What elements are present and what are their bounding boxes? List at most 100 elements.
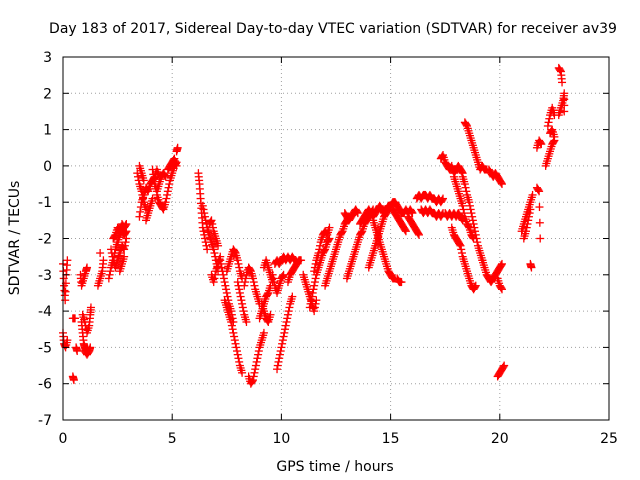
y-axis-label: SDTVAR / TECUs (7, 181, 23, 296)
data-point (320, 246, 329, 255)
data-point (250, 368, 259, 377)
x-tick-label: 5 (168, 431, 177, 447)
data-point (497, 285, 506, 294)
data-point (472, 234, 481, 243)
data-point (275, 354, 284, 363)
data-point (497, 259, 506, 268)
data-point (534, 186, 543, 195)
data-point (462, 120, 471, 129)
data-point (468, 212, 477, 221)
data-point (120, 241, 129, 250)
y-tick-label: 0 (43, 159, 52, 175)
data-point (135, 212, 144, 221)
data-point (522, 223, 531, 232)
data-point (165, 180, 174, 189)
data-point (63, 336, 72, 345)
data-point (545, 114, 554, 123)
data-point (216, 256, 225, 265)
data-point (497, 261, 506, 270)
data-point (249, 376, 258, 385)
y-tick-label: -4 (38, 304, 52, 320)
data-point (324, 235, 333, 244)
data-point (259, 328, 268, 337)
data-point (104, 274, 113, 283)
data-point (122, 219, 131, 228)
data-point (283, 314, 292, 323)
data-point (274, 357, 283, 366)
data-point (460, 180, 469, 189)
data-point (210, 274, 219, 283)
data-point (199, 227, 208, 236)
data-point (121, 228, 130, 237)
data-point (121, 221, 130, 230)
data-point (283, 310, 292, 319)
data-point (248, 377, 257, 386)
data-point (439, 194, 448, 203)
data-point (543, 121, 552, 130)
data-point (310, 281, 319, 290)
data-point (471, 281, 480, 290)
data-point (268, 270, 277, 279)
data-point (199, 205, 208, 214)
data-point (122, 234, 131, 243)
data-point (120, 245, 129, 254)
data-point (457, 249, 466, 258)
data-point (228, 325, 237, 334)
data-point (528, 190, 537, 199)
x-tick-label: 10 (272, 431, 290, 447)
data-point (558, 78, 567, 87)
data-point (221, 281, 230, 290)
data-point (161, 198, 170, 207)
data-point (315, 245, 324, 254)
data-point (462, 187, 471, 196)
data-point (397, 278, 406, 287)
data-point (524, 216, 533, 225)
data-point (222, 285, 231, 294)
data-point (249, 278, 258, 287)
data-point (467, 209, 476, 218)
data-point (217, 263, 226, 272)
data-point (71, 314, 80, 323)
data-point (164, 183, 173, 192)
data-point (407, 207, 416, 216)
data-point (281, 321, 290, 330)
data-point (458, 201, 467, 210)
data-point (238, 299, 247, 308)
y-tick-label: -7 (38, 413, 52, 429)
data-point (280, 328, 289, 337)
data-point (309, 285, 318, 294)
data-point (310, 307, 319, 316)
data-point (107, 245, 116, 254)
data-point (207, 216, 216, 225)
data-point (241, 274, 250, 283)
data-point (314, 249, 323, 258)
data-point (227, 321, 236, 330)
data-point (471, 227, 480, 236)
data-point (73, 347, 82, 356)
data-point (235, 357, 244, 366)
data-point (232, 347, 241, 356)
data-point (310, 267, 319, 276)
data-point (138, 190, 147, 199)
x-tick-label: 20 (491, 431, 509, 447)
data-point (208, 219, 217, 228)
data-point (200, 234, 209, 243)
data-point (473, 238, 482, 247)
data-point (459, 205, 468, 214)
data-point (278, 339, 287, 348)
data-point (253, 354, 262, 363)
x-tick-label: 0 (59, 431, 68, 447)
data-point (337, 228, 346, 237)
y-tick-label: 2 (43, 86, 52, 102)
data-point (307, 296, 316, 305)
y-tick-labels: 3 2 1 0 -1 -2 -3 -4 -5 -6 -7 (38, 50, 52, 429)
data-point (220, 278, 229, 287)
data-point (270, 278, 279, 287)
data-point (457, 167, 466, 176)
data-point (237, 296, 246, 305)
data-point (465, 198, 474, 207)
data-point (285, 303, 294, 312)
data-point (471, 230, 480, 239)
x-tick-labels: 0 5 10 15 20 25 (59, 431, 618, 447)
data-point (353, 209, 362, 218)
